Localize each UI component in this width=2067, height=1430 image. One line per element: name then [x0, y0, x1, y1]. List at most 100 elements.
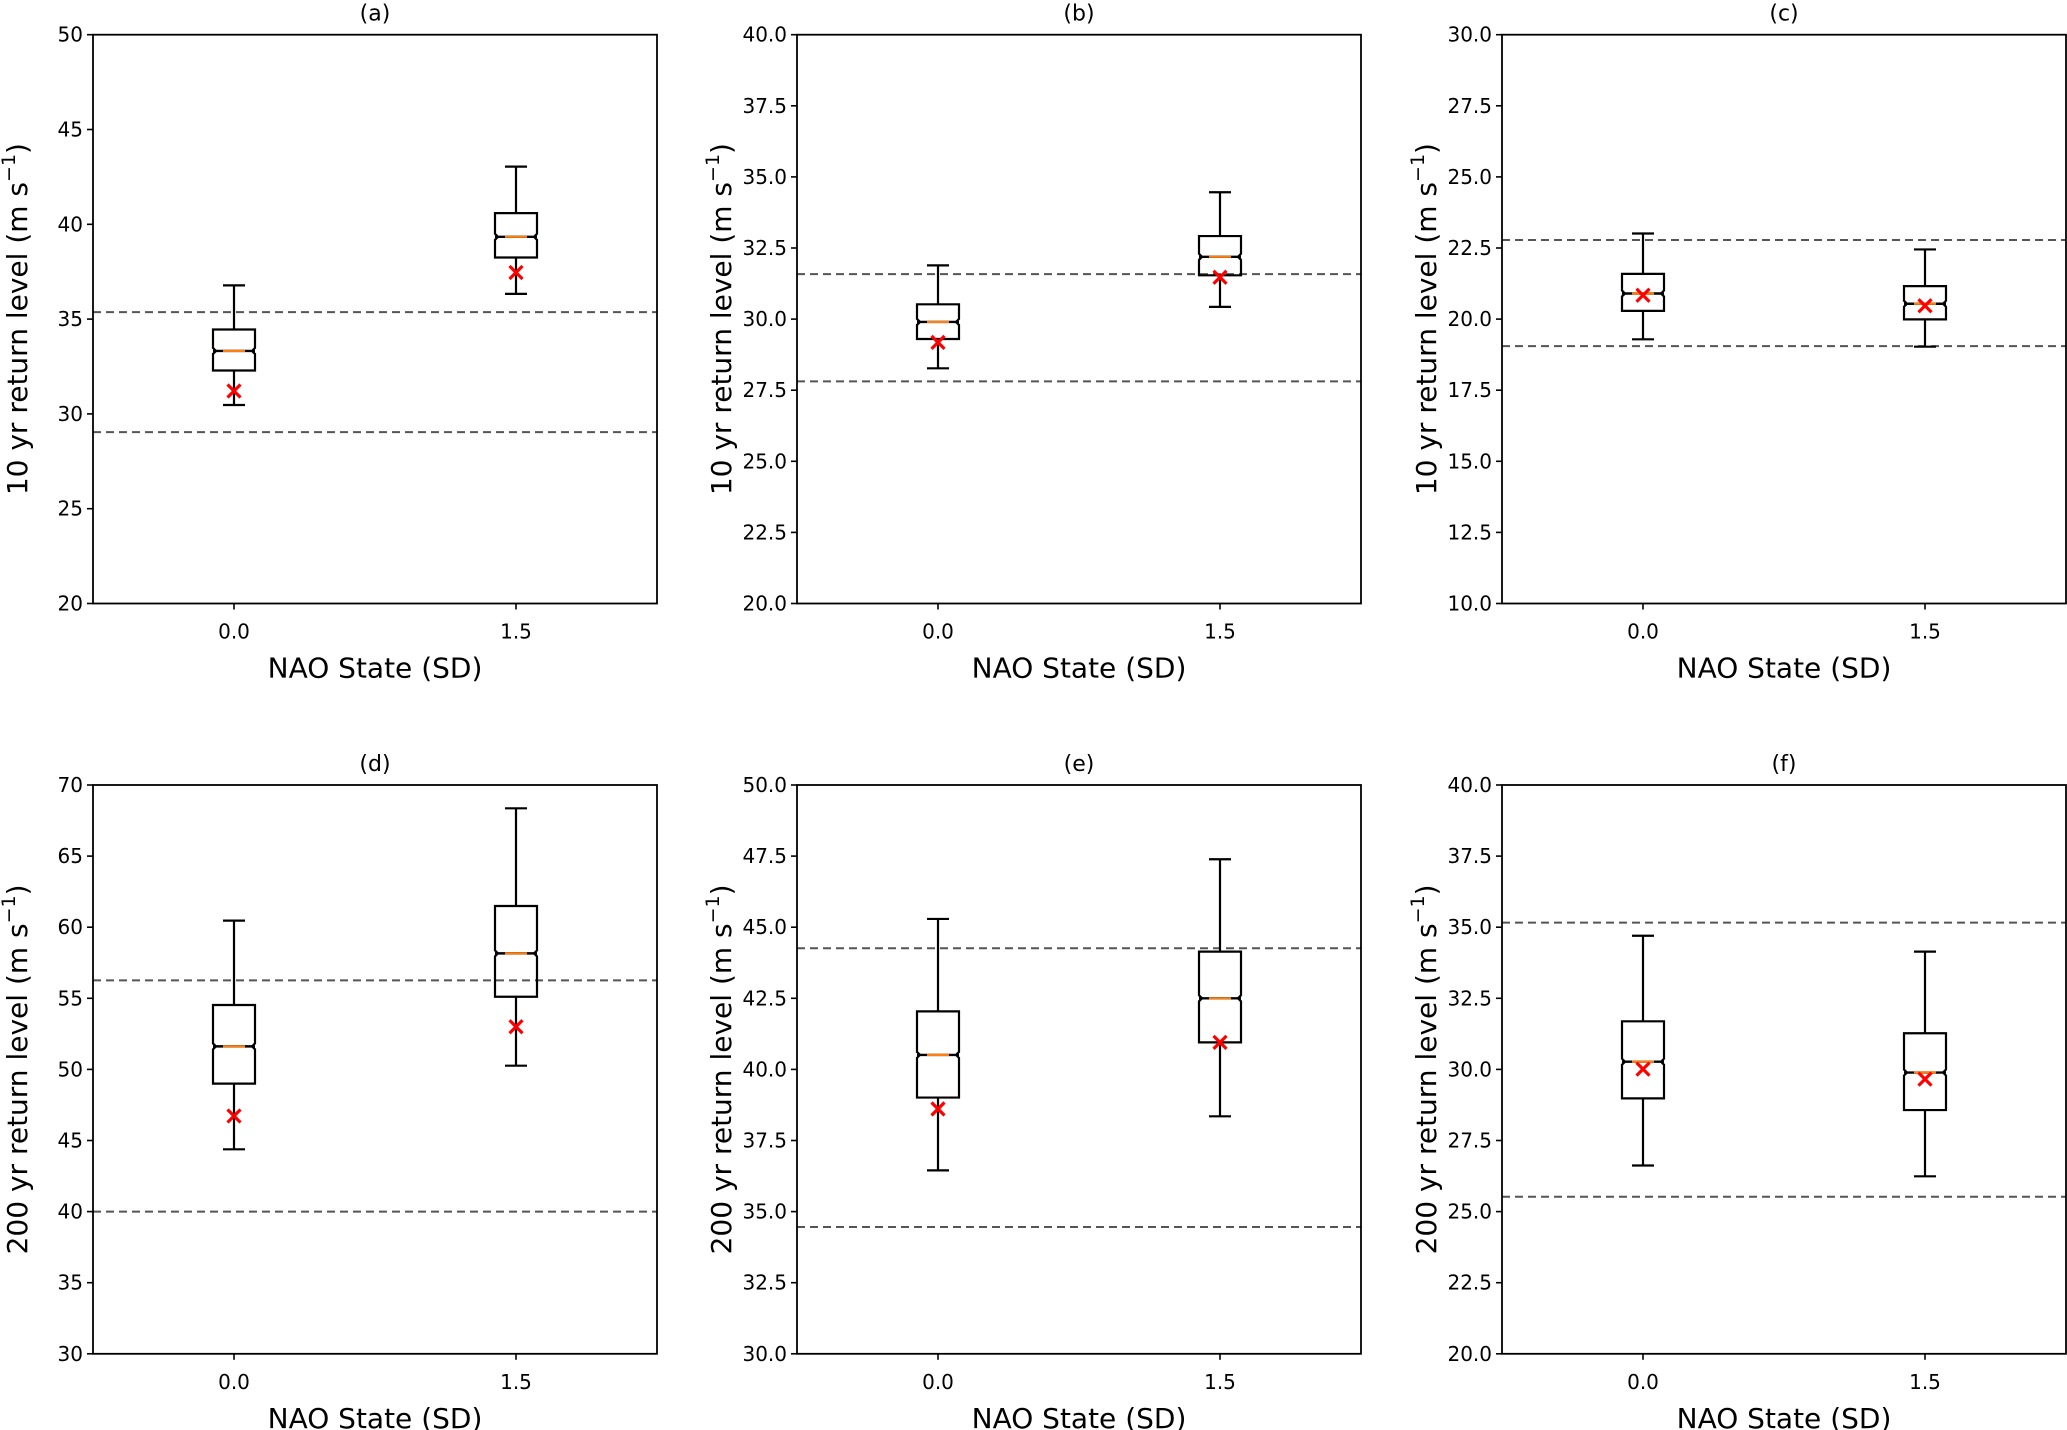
y-tick-label: 60 [58, 915, 83, 939]
y-tick-label: 30.0 [742, 307, 787, 331]
y-tick-label: 30 [58, 402, 83, 426]
y-axis-label-superscript: −1 [0, 895, 20, 923]
x-tick-label: 1.5 [1909, 620, 1941, 644]
y-tick-label: 32.5 [1447, 986, 1492, 1010]
y-tick-label: 20 [58, 592, 83, 616]
y-axis-label: 200 yr return level (m s−1) [0, 884, 34, 1254]
x-tick-label: 1.5 [1909, 1370, 1941, 1394]
y-tick-label: 10.0 [1447, 592, 1492, 616]
y-axis-label-superscript: −1 [1407, 895, 1429, 923]
axes-frame [796, 784, 1362, 1355]
x-tick-label: 1.5 [1204, 1370, 1236, 1394]
y-tick-label: 30.0 [1447, 1057, 1492, 1081]
panel-e: 30.0 32.5 35.0 37.5 40.0 42.5 45.0 47.5 50.0 0.0 1… [702, 752, 1362, 1430]
marker-x [1212, 1034, 1228, 1051]
y-tick-label: 45 [58, 1129, 83, 1153]
y-tick-label: 25.0 [1447, 1200, 1492, 1224]
y-tick-label: 37.5 [742, 94, 787, 118]
box-plot [493, 807, 539, 1067]
y-tick-label: 40.0 [742, 23, 787, 47]
y-tick-label: 40 [58, 212, 83, 236]
y-tick-label: 22.5 [1447, 1271, 1492, 1295]
y-tick-label: 20.0 [1447, 1342, 1492, 1366]
x-tick-label: 0.0 [1627, 620, 1659, 644]
marker-x [930, 1101, 946, 1117]
y-axis-label-text: 200 yr return level (m s [1410, 923, 1443, 1254]
y-tick-label: 65 [58, 844, 83, 868]
y-axis-label: 10 yr return level (m s−1) [0, 143, 34, 495]
panel-f: 20.0 22.5 25.0 27.5 30.0 32.5 35.0 37.5 40.0 0.0 1… [1407, 752, 2067, 1430]
marker-x [508, 264, 524, 281]
x-axis-label: NAO State (SD) [268, 1402, 483, 1430]
y-tick-label: 35 [58, 1271, 83, 1295]
y-tick-label: 42.5 [742, 986, 787, 1010]
y-tick-label: 50 [58, 1057, 83, 1081]
panel-title: (c) [1769, 2, 1798, 27]
y-tick-label: 35.0 [1447, 915, 1492, 939]
box-plot [1902, 950, 1948, 1178]
box-plot [915, 917, 961, 1172]
box-plot [493, 165, 539, 295]
box [493, 212, 539, 259]
y-tick-label: 50.0 [742, 773, 787, 797]
y-tick-label: 35 [58, 307, 83, 331]
y-axis-label-close: ) [1, 884, 34, 895]
y-tick-label: 45.0 [742, 915, 787, 939]
box-plot [915, 264, 961, 370]
y-tick-label: 40 [58, 1200, 83, 1224]
y-axis-label-text: 10 yr return level (m s [1410, 182, 1443, 495]
y-tick-label: 37.5 [742, 1129, 787, 1153]
box-plot [1197, 858, 1243, 1118]
box-plot [1902, 248, 1948, 348]
box-plot [211, 284, 257, 407]
panel-title: (e) [1064, 752, 1095, 777]
y-axis-label-close: ) [1410, 884, 1443, 895]
panel-title: (b) [1063, 2, 1094, 27]
marker-x [226, 383, 242, 399]
y-tick-label: 22.5 [742, 520, 787, 544]
y-axis-label-close: ) [1410, 143, 1443, 154]
y-tick-label: 40.0 [742, 1057, 787, 1081]
y-tick-label: 47.5 [742, 844, 787, 868]
box [1620, 1020, 1666, 1100]
y-tick-label: 12.5 [1447, 520, 1492, 544]
marker-x [930, 334, 946, 351]
y-tick-label: 20.0 [742, 592, 787, 616]
y-tick-label: 35.0 [742, 165, 787, 189]
panel-title: (a) [360, 2, 391, 27]
y-axis-label-superscript: −1 [0, 154, 20, 182]
y-tick-label: 20.0 [1447, 307, 1492, 331]
axes-frame [796, 33, 1362, 605]
x-tick-label: 0.0 [218, 620, 250, 644]
y-tick-label: 30.0 [1447, 23, 1492, 47]
y-axis-label-close: ) [1, 143, 34, 154]
axes-frame [92, 33, 658, 605]
box [1197, 950, 1243, 1044]
y-tick-label: 27.5 [1447, 94, 1492, 118]
y-axis-label-close: ) [705, 143, 738, 154]
axes-frame [1501, 784, 2067, 1355]
marker-x [1917, 298, 1933, 314]
x-axis-label: NAO State (SD) [1677, 652, 1892, 685]
panel-title: (f) [1772, 752, 1797, 777]
y-tick-label: 45 [58, 118, 83, 142]
box-plot [211, 919, 257, 1151]
y-tick-label: 55 [58, 986, 83, 1010]
panel-d: 30 35 40 45 50 55 60 65 70 0.0 1.5 (d) NAO State (SD… [0, 752, 658, 1430]
y-tick-label: 37.5 [1447, 844, 1492, 868]
y-axis-label-superscript: −1 [1407, 154, 1429, 182]
x-axis-label: NAO State (SD) [972, 1402, 1187, 1430]
y-axis-label-text: 200 yr return level (m s [705, 923, 738, 1254]
panel-b: 20.0 22.5 25.0 27.5 30.0 32.5 35.0 37.5 40.0 0.0 1… [702, 2, 1362, 685]
y-tick-label: 32.5 [742, 236, 787, 260]
box [493, 904, 539, 998]
y-axis-label-text: 200 yr return level (m s [1, 923, 34, 1254]
panel-a: 20 25 30 35 40 45 50 0.0 1.5 (a) NAO State (SD) 10 … [0, 2, 658, 685]
panel-title: (d) [359, 752, 390, 777]
marker-x [1917, 1071, 1933, 1087]
y-axis-label: 200 yr return level (m s−1) [702, 884, 738, 1254]
y-tick-label: 25.0 [1447, 165, 1492, 189]
y-tick-label: 40.0 [1447, 773, 1492, 797]
x-axis-label: NAO State (SD) [972, 652, 1187, 685]
